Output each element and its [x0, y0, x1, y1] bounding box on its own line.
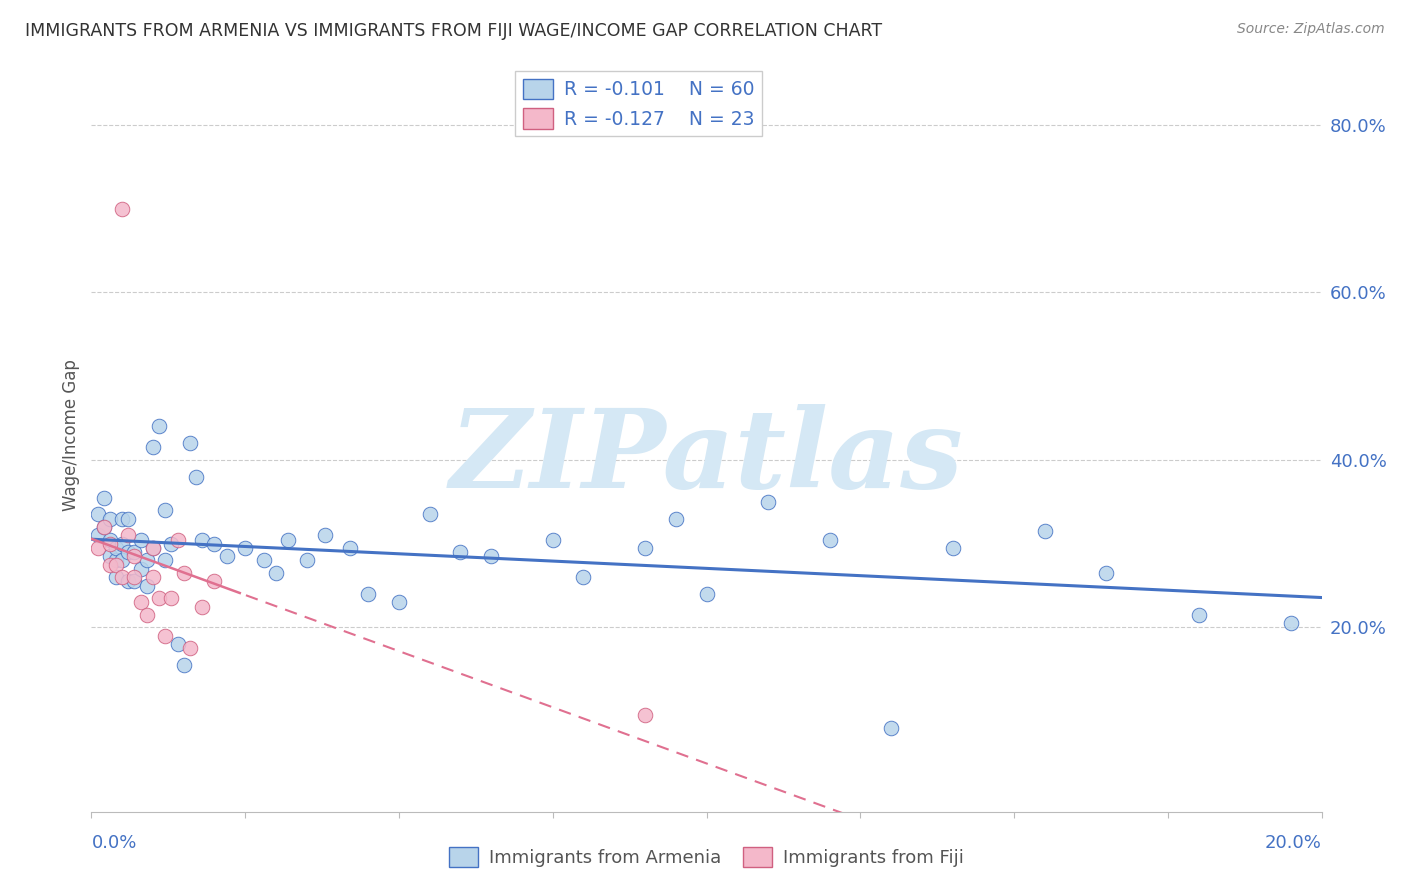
Point [314, 528, 336, 542]
Point [148, 419, 170, 434]
Point [339, 541, 361, 555]
Point [179, 641, 201, 656]
Point [166, 533, 188, 547]
Point [1033, 524, 1056, 538]
Point [124, 545, 146, 559]
Point [86, 541, 108, 555]
Point [98, 511, 121, 525]
Point [117, 511, 139, 525]
Y-axis label: Wage/Income Gap: Wage/Income Gap [62, 359, 80, 511]
Point [142, 441, 165, 455]
Point [129, 595, 152, 609]
Point [215, 549, 238, 564]
Point [184, 469, 207, 483]
Point [173, 566, 195, 580]
Point [93, 491, 115, 505]
Point [111, 570, 134, 584]
Point [166, 637, 188, 651]
Point [135, 553, 157, 567]
Point [111, 537, 134, 551]
Text: Source: ZipAtlas.com: Source: ZipAtlas.com [1237, 22, 1385, 37]
Point [357, 587, 380, 601]
Point [1279, 616, 1302, 631]
Point [105, 553, 127, 567]
Point [191, 599, 214, 614]
Point [86, 508, 108, 522]
Text: 0.0%: 0.0% [91, 834, 136, 852]
Text: ZIPatlas: ZIPatlas [450, 404, 963, 511]
Point [111, 202, 134, 216]
Point [253, 553, 276, 567]
Point [202, 574, 225, 589]
Point [142, 541, 165, 555]
Point [148, 591, 170, 606]
Point [117, 528, 139, 542]
Point [93, 520, 115, 534]
Point [173, 658, 195, 673]
Point [105, 570, 127, 584]
Point [153, 503, 177, 517]
Point [756, 495, 779, 509]
Point [98, 549, 121, 564]
Point [449, 545, 471, 559]
Point [179, 436, 201, 450]
Point [541, 533, 564, 547]
Point [264, 566, 287, 580]
Point [135, 578, 157, 592]
Point [111, 553, 134, 567]
Point [818, 533, 841, 547]
Point [135, 607, 157, 622]
Point [696, 587, 718, 601]
Legend: R = -0.101    N = 60, R = -0.127    N = 23: R = -0.101 N = 60, R = -0.127 N = 23 [516, 71, 762, 136]
Point [634, 541, 657, 555]
Text: IMMIGRANTS FROM ARMENIA VS IMMIGRANTS FROM FIJI WAGE/INCOME GAP CORRELATION CHAR: IMMIGRANTS FROM ARMENIA VS IMMIGRANTS FR… [25, 22, 883, 40]
Point [124, 570, 146, 584]
Point [572, 570, 595, 584]
Point [129, 533, 152, 547]
Point [880, 721, 903, 735]
Point [142, 541, 165, 555]
Point [124, 549, 146, 564]
Point [86, 528, 108, 542]
Point [105, 541, 127, 555]
Point [419, 508, 441, 522]
Point [117, 574, 139, 589]
Point [295, 553, 318, 567]
Point [153, 629, 177, 643]
Point [277, 533, 299, 547]
Point [111, 511, 134, 525]
Point [634, 708, 657, 723]
Point [479, 549, 502, 564]
Point [665, 511, 688, 525]
Point [202, 537, 225, 551]
Point [388, 595, 411, 609]
Point [1095, 566, 1118, 580]
Point [124, 574, 146, 589]
Point [233, 541, 256, 555]
Text: 20.0%: 20.0% [1265, 834, 1322, 852]
Point [153, 553, 177, 567]
Point [105, 558, 127, 572]
Point [191, 533, 214, 547]
Point [160, 591, 183, 606]
Point [93, 520, 115, 534]
Point [117, 545, 139, 559]
Point [160, 537, 183, 551]
Point [1187, 607, 1209, 622]
Point [98, 558, 121, 572]
Point [98, 537, 121, 551]
Point [942, 541, 965, 555]
Point [129, 562, 152, 576]
Point [98, 533, 121, 547]
Point [142, 570, 165, 584]
